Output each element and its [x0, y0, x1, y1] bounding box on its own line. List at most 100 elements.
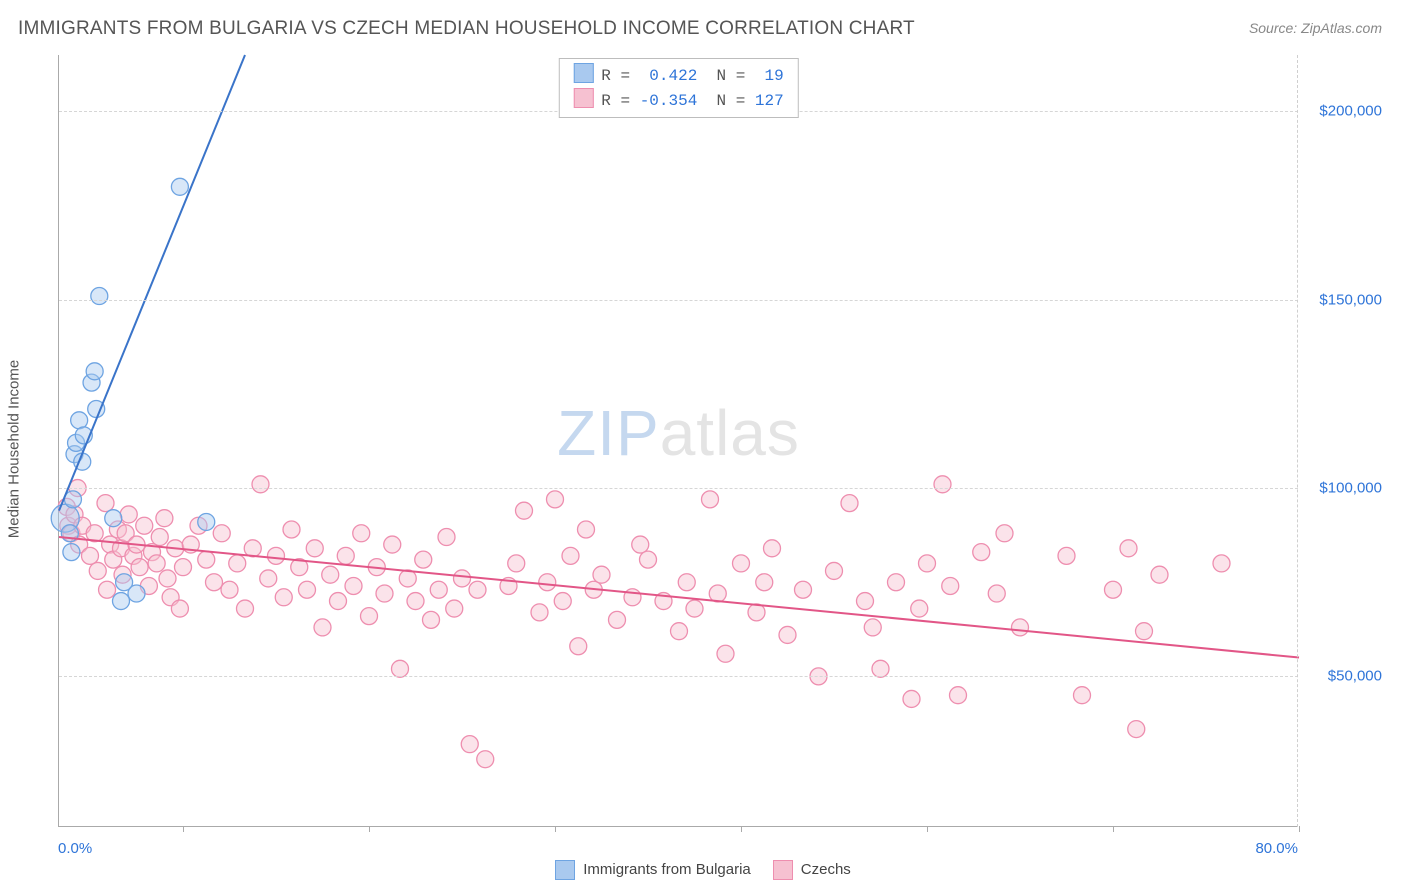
scatter-point-czechs	[903, 690, 920, 707]
x-axis-start-label: 0.0%	[58, 840, 92, 857]
scatter-point-czechs	[1151, 566, 1168, 583]
scatter-point-czechs	[1012, 619, 1029, 636]
scatter-point-czechs	[919, 555, 936, 572]
scatter-point-czechs	[671, 623, 688, 640]
gridline	[59, 488, 1298, 489]
scatter-point-czechs	[361, 608, 378, 625]
chart-container: Median Household Income ZIPatlas R = 0.4…	[18, 50, 1386, 847]
plot-area: ZIPatlas R = 0.422 N = 19R = -0.354 N = …	[58, 55, 1298, 827]
scatter-point-czechs	[159, 570, 176, 587]
x-tick	[369, 826, 370, 832]
scatter-point-czechs	[306, 540, 323, 557]
scatter-point-czechs	[275, 589, 292, 606]
scatter-point-czechs	[229, 555, 246, 572]
scatter-point-czechs	[942, 577, 959, 594]
scatter-point-czechs	[578, 521, 595, 538]
x-tick	[555, 826, 556, 832]
gridline	[59, 676, 1298, 677]
scatter-point-czechs	[392, 660, 409, 677]
scatter-point-czechs	[198, 551, 215, 568]
x-tick	[183, 826, 184, 832]
plot-right-edge	[1297, 55, 1298, 827]
scatter-point-czechs	[1074, 687, 1091, 704]
scatter-point-czechs	[384, 536, 401, 553]
scatter-point-bulgaria	[71, 412, 88, 429]
legend-row-czechs: R = -0.354 N = 127	[573, 88, 783, 113]
bottom-legend-swatch-bulgaria	[555, 860, 575, 880]
scatter-point-czechs	[779, 626, 796, 643]
source-attribution: Source: ZipAtlas.com	[1249, 20, 1382, 36]
scatter-point-czechs	[888, 574, 905, 591]
x-tick	[927, 826, 928, 832]
legend-text-czechs: R = -0.354 N = 127	[601, 92, 783, 110]
scatter-point-czechs	[345, 577, 362, 594]
scatter-point-czechs	[120, 506, 137, 523]
scatter-point-czechs	[733, 555, 750, 572]
scatter-point-czechs	[702, 491, 719, 508]
scatter-point-czechs	[1058, 547, 1075, 564]
scatter-point-czechs	[330, 593, 347, 610]
scatter-point-czechs	[136, 517, 153, 534]
scatter-point-czechs	[252, 476, 269, 493]
scatter-point-czechs	[260, 570, 277, 587]
scatter-point-czechs	[430, 581, 447, 598]
y-tick-label: $100,000	[1302, 480, 1382, 497]
x-axis-end-label: 80.0%	[1255, 840, 1298, 857]
scatter-point-czechs	[221, 581, 238, 598]
legend-swatch-bulgaria	[573, 63, 593, 83]
chart-title: IMMIGRANTS FROM BULGARIA VS CZECH MEDIAN…	[18, 18, 915, 40]
scatter-point-bulgaria	[171, 178, 188, 195]
scatter-point-czechs	[593, 566, 610, 583]
scatter-point-czechs	[1105, 581, 1122, 598]
scatter-point-czechs	[911, 600, 928, 617]
scatter-point-czechs	[756, 574, 773, 591]
scatter-point-bulgaria	[91, 288, 108, 305]
scatter-point-czechs	[795, 581, 812, 598]
scatter-point-czechs	[156, 510, 173, 527]
bottom-legend-swatch-czechs	[773, 860, 793, 880]
scatter-point-czechs	[322, 566, 339, 583]
scatter-point-czechs	[446, 600, 463, 617]
bottom-legend-item-czechs: Czechs	[773, 860, 851, 880]
scatter-point-czechs	[148, 555, 165, 572]
scatter-point-czechs	[206, 574, 223, 591]
scatter-point-czechs	[171, 600, 188, 617]
scatter-point-czechs	[438, 529, 455, 546]
y-tick-label: $150,000	[1302, 291, 1382, 308]
x-tick	[1113, 826, 1114, 832]
legend-text-bulgaria: R = 0.422 N = 19	[601, 67, 783, 85]
scatter-point-czechs	[826, 562, 843, 579]
scatter-point-czechs	[97, 495, 114, 512]
x-tick	[1299, 826, 1300, 832]
y-tick-label: $200,000	[1302, 103, 1382, 120]
scatter-point-czechs	[213, 525, 230, 542]
scatter-point-czechs	[314, 619, 331, 636]
scatter-point-czechs	[864, 619, 881, 636]
scatter-point-czechs	[1213, 555, 1230, 572]
scatter-point-czechs	[934, 476, 951, 493]
scatter-point-czechs	[151, 529, 168, 546]
scatter-point-czechs	[996, 525, 1013, 542]
scatter-point-czechs	[841, 495, 858, 512]
scatter-point-czechs	[554, 593, 571, 610]
scatter-point-czechs	[1120, 540, 1137, 557]
scatter-point-czechs	[337, 547, 354, 564]
scatter-point-czechs	[82, 547, 99, 564]
scatter-point-czechs	[1128, 721, 1145, 738]
scatter-point-czechs	[531, 604, 548, 621]
scatter-point-bulgaria	[86, 363, 103, 380]
scatter-point-czechs	[547, 491, 564, 508]
scatter-point-czechs	[99, 581, 116, 598]
scatter-point-czechs	[570, 638, 587, 655]
scatter-point-czechs	[988, 585, 1005, 602]
correlation-legend: R = 0.422 N = 19 R = -0.354 N = 127	[558, 58, 798, 118]
scatter-point-czechs	[461, 736, 478, 753]
scatter-point-czechs	[516, 502, 533, 519]
scatter-point-czechs	[299, 581, 316, 598]
scatter-point-czechs	[477, 751, 494, 768]
y-axis-label: Median Household Income	[6, 359, 23, 537]
legend-swatch-czechs	[573, 88, 593, 108]
scatter-point-czechs	[131, 559, 148, 576]
y-tick-label: $50,000	[1302, 668, 1382, 685]
scatter-point-czechs	[268, 547, 285, 564]
